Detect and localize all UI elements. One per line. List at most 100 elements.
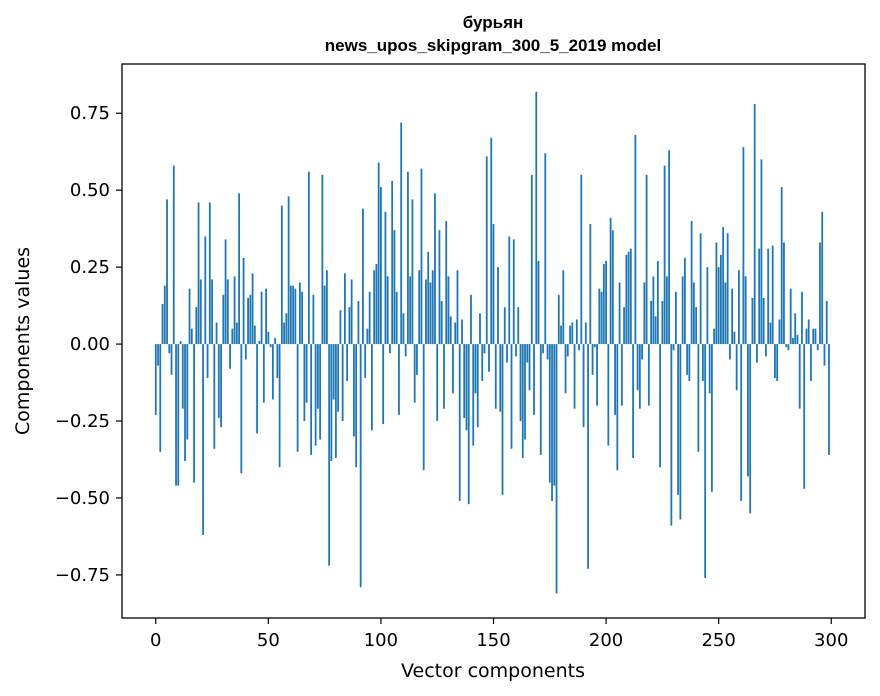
bar-280: [785, 344, 788, 348]
bar-80: [334, 344, 337, 458]
bar-146: [483, 344, 486, 354]
bar-198: [600, 291, 603, 345]
chart-title: бурьян: [463, 13, 524, 32]
bar-232: [677, 344, 680, 495]
bar-107: [395, 291, 398, 345]
bar-265: [751, 297, 754, 345]
bar-97: [373, 270, 376, 345]
bar-112: [407, 171, 409, 345]
bar-162: [519, 344, 522, 422]
bar-200: [605, 260, 607, 345]
bar-250: [717, 267, 720, 345]
bar-45: [256, 344, 258, 434]
bar-130: [447, 276, 450, 345]
bar-235: [683, 257, 686, 345]
bar-206: [618, 282, 621, 345]
bar-193: [589, 224, 592, 345]
bar-95: [368, 291, 371, 345]
x-tick-label: 300: [814, 630, 848, 651]
bar-227: [665, 276, 668, 345]
bar-134: [456, 270, 459, 345]
bar-123: [431, 270, 434, 345]
bar-137: [463, 344, 466, 418]
bar-255: [729, 344, 731, 360]
bar-276: [776, 344, 779, 382]
bar-29: [220, 344, 222, 428]
bar-185: [571, 322, 574, 345]
bar-169: [535, 91, 538, 345]
bar-172: [542, 344, 544, 354]
bar-151: [494, 344, 497, 409]
bar-243: [701, 344, 704, 382]
bar-154: [501, 344, 504, 495]
bar-44: [253, 325, 256, 345]
bar-174: [546, 344, 549, 360]
x-tick-label: 100: [364, 630, 398, 651]
bar-145: [481, 344, 484, 382]
bar-157: [508, 236, 511, 345]
bar-41: [247, 297, 249, 345]
bar-109: [400, 122, 403, 345]
bar-220: [650, 300, 653, 345]
bar-234: [681, 276, 684, 345]
bar-270: [762, 297, 765, 345]
bar-176: [551, 344, 553, 502]
bar-94: [366, 328, 369, 345]
bar-54: [276, 344, 279, 378]
bar-298: [825, 300, 828, 345]
y-tick-label: 0.75: [70, 103, 110, 124]
bar-286: [798, 344, 801, 409]
bar-237: [688, 344, 691, 382]
bar-32: [226, 279, 229, 345]
bar-23: [206, 344, 209, 378]
bar-158: [510, 344, 513, 449]
bar-136: [461, 319, 463, 345]
bar-190: [582, 344, 585, 428]
bar-197: [598, 288, 601, 345]
bar-224: [659, 344, 662, 468]
y-tick-label: 0.00: [70, 334, 110, 355]
bar-42: [249, 294, 252, 345]
bar-195: [593, 344, 596, 348]
bar-296: [821, 211, 824, 345]
bar-series: [154, 91, 830, 594]
bar-56: [280, 205, 283, 345]
bar-222: [654, 316, 657, 345]
bar-253: [724, 282, 727, 345]
bar-8: [172, 165, 175, 345]
bar-183: [566, 344, 569, 357]
bar-49: [265, 288, 267, 345]
bar-249: [715, 242, 718, 345]
bar-219: [647, 344, 650, 406]
bar-1: [157, 344, 159, 366]
bar-196: [596, 344, 598, 406]
bar-208: [623, 307, 625, 345]
bar-17: [193, 344, 195, 483]
bar-47: [260, 291, 263, 345]
bar-133: [454, 322, 457, 345]
bar-88: [353, 344, 355, 437]
bar-131: [449, 316, 452, 345]
bar-171: [539, 344, 542, 455]
bar-117: [418, 270, 421, 345]
bar-225: [661, 300, 664, 345]
bar-289: [805, 328, 808, 345]
bar-15: [188, 288, 191, 345]
bar-274: [771, 245, 774, 345]
bar-2: [159, 344, 162, 452]
bar-293: [814, 328, 817, 345]
bar-297: [823, 344, 826, 366]
bar-48: [262, 344, 265, 403]
bar-13: [184, 344, 186, 462]
bar-295: [819, 242, 821, 345]
bar-19: [197, 202, 200, 345]
bar-246: [708, 344, 711, 394]
bar-99: [377, 162, 380, 345]
bar-114: [411, 199, 414, 345]
bar-207: [620, 344, 623, 406]
bar-35: [233, 276, 236, 345]
bar-156: [506, 344, 508, 363]
bar-191: [584, 322, 587, 345]
bar-38: [240, 344, 243, 474]
bar-116: [416, 344, 418, 375]
